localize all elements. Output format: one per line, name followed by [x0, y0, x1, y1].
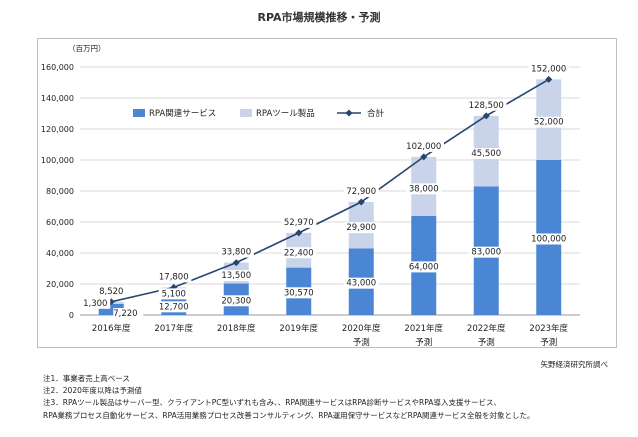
x-tick-label: 2021年度 — [404, 323, 443, 334]
x-tick-label: 2016年度 — [92, 323, 131, 334]
data-label-bg — [468, 246, 504, 258]
y-unit-label: （百万円） — [68, 44, 106, 53]
chart-title: RPA市場規模推移・予測 — [257, 11, 381, 24]
total-data-label: 72,900 — [346, 187, 376, 197]
data-label-bg — [96, 285, 127, 297]
tool-data-label: 13,500 — [221, 271, 251, 281]
data-label-bg — [343, 277, 379, 289]
legend-label: RPA関連サービス — [149, 108, 216, 119]
forecast-label: 予測 — [478, 337, 495, 348]
y-tick-label: 40,000 — [46, 249, 74, 258]
data-label-bg — [156, 301, 192, 313]
note-4: RPA業務プロセス自動化サービス、RPA活用業務プロセス改善コンサルティング、R… — [43, 410, 535, 420]
data-label-bg — [218, 295, 254, 307]
tool-data-label: 38,000 — [409, 184, 439, 194]
service-data-label: 83,000 — [471, 248, 501, 258]
y-tick-label: 60,000 — [46, 218, 74, 227]
data-label-bg — [406, 183, 442, 195]
y-tick-label: 20,000 — [46, 280, 74, 289]
service-data-label: 30,570 — [284, 288, 314, 298]
tool-data-label: 5,100 — [162, 289, 186, 299]
total-data-label: 33,800 — [221, 248, 251, 258]
total-data-label: 102,000 — [406, 142, 441, 152]
data-label-bg — [281, 247, 317, 259]
total-point — [232, 259, 240, 267]
legend-swatch — [240, 109, 252, 117]
service-data-label: 64,000 — [409, 262, 439, 272]
data-label-bg — [156, 271, 192, 283]
data-label-bg — [218, 270, 254, 282]
total-data-label: 52,970 — [284, 218, 314, 228]
data-label-bg — [113, 308, 144, 319]
data-label-bg — [281, 216, 317, 228]
bar-service — [98, 303, 124, 315]
data-label-bg — [281, 287, 317, 299]
forecast-label: 予測 — [353, 337, 370, 348]
x-tick-label: 2023年度 — [529, 323, 568, 334]
tool-data-label: 1,300 — [83, 299, 107, 309]
note-1: 注1．事業者売上高ベース — [43, 374, 130, 383]
service-data-label: 100,000 — [531, 235, 566, 245]
data-label-bg — [218, 246, 254, 258]
note-3: 注3．RPAツール製品はサーバー型、クライアントPC型いずれも含み、、RPA関連… — [43, 398, 501, 408]
x-tick-label: 2020年度 — [342, 323, 381, 334]
total-point — [357, 198, 365, 206]
total-data-label: 17,800 — [159, 272, 189, 282]
note-2: 注2．2020年度以降は予測値 — [43, 386, 142, 396]
data-label-bg — [528, 63, 569, 75]
notes-block: 注1．事業者売上高ベース 注2．2020年度以降は予測値 注3．RPAツール製品… — [43, 373, 535, 422]
total-data-label: 128,500 — [469, 101, 504, 111]
legend-label: 合計 — [367, 108, 385, 119]
total-line — [111, 78, 550, 303]
data-label-bg — [531, 116, 567, 128]
y-tick-label: 0 — [69, 311, 74, 320]
tool-data-label: 52,000 — [534, 118, 564, 128]
y-tick-label: 120,000 — [41, 125, 74, 134]
total-data-label: 8,520 — [99, 287, 123, 297]
service-data-label: 12,700 — [159, 302, 189, 312]
x-tick-label: 2018年度 — [217, 323, 256, 334]
legend-swatch — [133, 109, 145, 117]
x-tick-label: 2019年度 — [279, 323, 318, 334]
legend-label: RPAツール製品 — [256, 108, 315, 119]
service-data-label: 43,000 — [346, 279, 376, 289]
tool-data-label: 45,500 — [471, 149, 501, 159]
total-data-label: 152,000 — [531, 64, 566, 74]
tool-data-label: 29,900 — [346, 223, 376, 233]
data-label-bg — [406, 261, 442, 273]
data-label-bg — [468, 148, 504, 160]
y-tick-label: 100,000 — [41, 156, 74, 165]
total-point — [545, 75, 553, 83]
data-label-bg — [403, 140, 444, 152]
data-label-bg — [343, 186, 379, 198]
data-label-bg — [466, 99, 507, 111]
y-tick-label: 140,000 — [41, 94, 74, 103]
data-label-bg — [80, 297, 111, 309]
total-point — [420, 153, 428, 161]
legend-marker — [345, 109, 353, 117]
x-tick-label: 2017年度 — [154, 323, 193, 334]
total-point — [295, 229, 303, 237]
service-data-label: 20,300 — [221, 296, 251, 306]
total-point — [482, 112, 490, 120]
x-tick-label: 2022年度 — [467, 323, 506, 334]
source-note: 矢野経済研究所調べ — [540, 360, 609, 369]
data-label-bg — [158, 288, 189, 300]
data-label-bg — [343, 222, 379, 234]
data-label-bg — [528, 233, 569, 245]
y-tick-label: 160,000 — [41, 63, 74, 72]
y-tick-label: 80,000 — [46, 187, 74, 196]
forecast-label: 予測 — [540, 337, 557, 348]
tool-data-label: 22,400 — [284, 248, 314, 258]
forecast-label: 予測 — [415, 337, 432, 348]
service-data-label: 7,220 — [113, 309, 137, 319]
